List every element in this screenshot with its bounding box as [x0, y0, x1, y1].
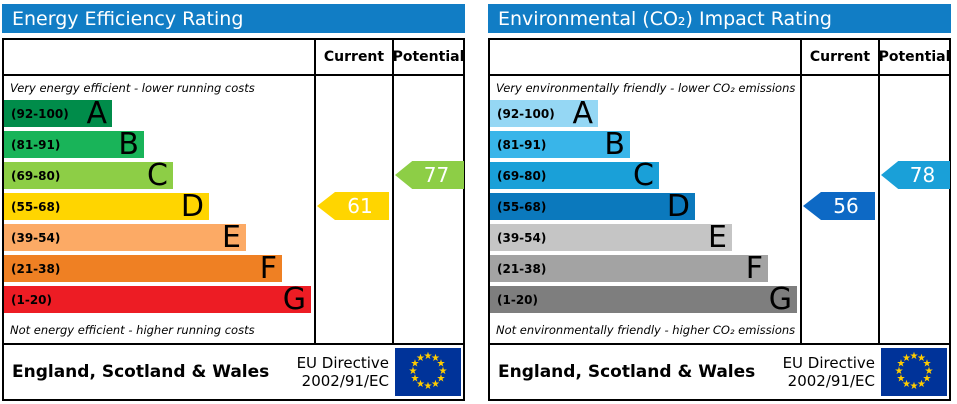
band-d: (55-68) D	[490, 189, 695, 224]
band-c: (69-80) C	[490, 158, 659, 193]
panel-footer: England, Scotland & Wales EU Directive 2…	[4, 343, 463, 399]
band-g: (1-20) G	[4, 282, 311, 317]
current-column-header: Current	[323, 49, 385, 65]
potential-rating-arrow: 78	[881, 161, 950, 189]
current-rating-arrow: 61	[317, 192, 389, 220]
band-range-label: (92-100)	[11, 106, 69, 121]
top-note: Very environmentally friendly - lower CO…	[496, 81, 796, 95]
eu-flag-icon: ★ ★ ★ ★ ★ ★ ★ ★ ★ ★ ★ ★	[881, 348, 947, 396]
band-range-label: (21-38)	[497, 261, 547, 276]
eu-directive-line1: EU Directive	[296, 354, 389, 372]
band-letter: E	[222, 220, 241, 255]
band-g: (1-20) G	[490, 282, 797, 317]
potential-rating-arrow: 77	[395, 161, 464, 189]
bottom-note: Not environmentally friendly - higher CO…	[496, 323, 796, 337]
band-letter: F	[745, 251, 763, 286]
bands-area: Very environmentally friendly - lower CO…	[490, 76, 950, 343]
potential-rating-value: 78	[909, 163, 936, 187]
band-range-label: (21-38)	[11, 261, 61, 276]
rating-table-main: Current Potential Very energy efficient …	[4, 40, 465, 343]
current-column-header: Current	[809, 49, 871, 65]
band-letter: E	[708, 220, 727, 255]
band-f: (21-38) F	[4, 251, 282, 286]
band-range-label: (81-91)	[11, 137, 61, 152]
band-letter: C	[147, 158, 168, 193]
band-letter: G	[282, 282, 306, 317]
band-range-label: (39-54)	[497, 230, 547, 245]
region-label: England, Scotland & Wales	[498, 362, 756, 382]
column-divider	[392, 40, 394, 343]
band-d: (55-68) D	[4, 189, 209, 224]
band-letter: F	[259, 251, 277, 286]
band-range-label: (92-100)	[497, 106, 555, 121]
band-letter: A	[572, 96, 593, 131]
band-letter: D	[666, 189, 690, 224]
band-range-label: (55-68)	[497, 199, 547, 214]
eu-directive-line1: EU Directive	[782, 354, 875, 372]
rating-table: Current Potential Very environmentally f…	[488, 38, 951, 401]
band-letter: G	[768, 282, 792, 317]
band-letter: A	[86, 96, 107, 131]
eu-directive-line2: 2002/91/EC	[301, 372, 389, 390]
rating-table-main: Current Potential Very environmentally f…	[490, 40, 951, 343]
band-a: (92-100) A	[4, 96, 112, 131]
eu-directive-label: EU Directive 2002/91/EC	[783, 354, 875, 390]
band-letter: C	[633, 158, 654, 193]
band-e: (39-54) E	[490, 220, 732, 255]
eu-flag-icon: ★ ★ ★ ★ ★ ★ ★ ★ ★ ★ ★ ★	[395, 348, 461, 396]
current-rating-value: 56	[833, 194, 859, 218]
band-range-label: (1-20)	[497, 292, 538, 307]
band-a: (92-100) A	[490, 96, 598, 131]
panel-title-text: Energy Efficiency Rating	[12, 7, 244, 30]
band-letter: B	[604, 127, 625, 162]
table-header-row: Current Potential	[4, 40, 465, 76]
bands-area: Very energy efficient - lower running co…	[4, 76, 464, 343]
current-rating-value: 61	[347, 194, 373, 218]
band-range-label: (39-54)	[11, 230, 61, 245]
band-range-label: (69-80)	[11, 168, 61, 183]
panel-footer: England, Scotland & Wales EU Directive 2…	[490, 343, 949, 399]
band-range-label: (69-80)	[497, 168, 547, 183]
band-b: (81-91) B	[4, 127, 144, 162]
potential-column-header: Potential	[392, 49, 465, 65]
band-b: (81-91) B	[490, 127, 630, 162]
region-label: England, Scotland & Wales	[12, 362, 270, 382]
rating-panel: Energy Efficiency Rating Current Potenti…	[2, 4, 465, 401]
eu-directive-label: EU Directive 2002/91/EC	[297, 354, 389, 390]
rating-panel: Environmental (CO₂) Impact Rating Curren…	[488, 4, 951, 401]
table-header-row: Current Potential	[490, 40, 951, 76]
band-range-label: (1-20)	[11, 292, 52, 307]
band-range-label: (55-68)	[11, 199, 61, 214]
band-c: (69-80) C	[4, 158, 173, 193]
panel-title-text: Environmental (CO₂) Impact Rating	[498, 7, 832, 30]
band-range-label: (81-91)	[497, 137, 547, 152]
column-divider	[314, 40, 316, 343]
panel-title: Energy Efficiency Rating	[2, 4, 465, 33]
potential-column-header: Potential	[878, 49, 951, 65]
top-note: Very energy efficient - lower running co…	[10, 81, 255, 95]
band-e: (39-54) E	[4, 220, 246, 255]
eu-directive-line2: 2002/91/EC	[787, 372, 875, 390]
column-divider	[878, 40, 880, 343]
band-f: (21-38) F	[490, 251, 768, 286]
panel-title: Environmental (CO₂) Impact Rating	[488, 4, 951, 33]
potential-rating-value: 77	[423, 163, 450, 187]
current-rating-arrow: 56	[803, 192, 875, 220]
rating-table: Current Potential Very energy efficient …	[2, 38, 465, 401]
column-divider	[800, 40, 802, 343]
band-letter: B	[118, 127, 139, 162]
band-letter: D	[180, 189, 204, 224]
bottom-note: Not energy efficient - higher running co…	[10, 323, 255, 337]
